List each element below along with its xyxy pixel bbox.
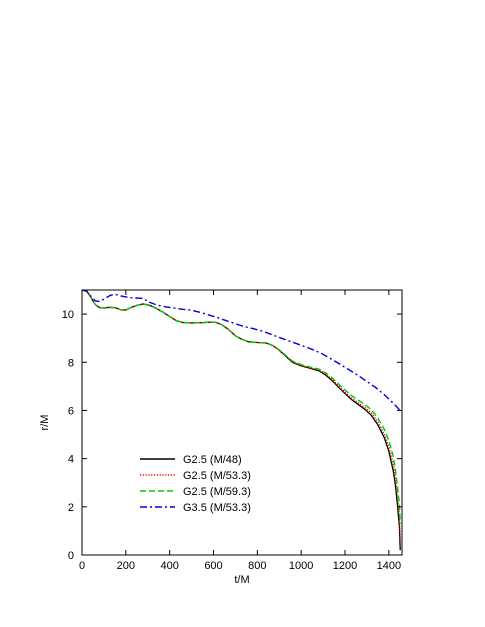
series-line-3 — [82, 290, 401, 524]
x-tick-label: 0 — [79, 560, 85, 572]
x-tick-label: 1400 — [377, 560, 401, 572]
y-axis-label: r/M — [39, 415, 51, 431]
series-layer — [82, 290, 401, 551]
x-tick-label: 1000 — [289, 560, 313, 572]
y-tick-label: 0 — [68, 550, 74, 562]
y-tick-label: 8 — [68, 357, 74, 369]
x-tick-label: 200 — [117, 560, 135, 572]
legend: G2.5 (M/48) G2.5 (M/53.3) G2.5 (M/59.3) G3.… — [140, 454, 251, 514]
plot-frame — [81, 289, 403, 556]
y-tick-label: 10 — [62, 309, 74, 321]
x-tick-label: 400 — [160, 560, 178, 572]
y-tick-label: 2 — [68, 502, 74, 514]
x-axis-label: t/M — [234, 574, 249, 586]
legend-label-2: G2.5 (M/53.3) — [183, 470, 251, 482]
x-tick-label: 800 — [248, 560, 266, 572]
x-tick-label: 600 — [204, 560, 222, 572]
y-tick-label: 4 — [68, 454, 74, 466]
legend-label-1: G2.5 (M/48) — [183, 454, 242, 466]
y-tick-label: 6 — [68, 405, 74, 417]
legend-label-3: G2.5 (M/59.3) — [183, 486, 251, 498]
legend-label-4: G3.5 (M/53.3) — [183, 502, 251, 514]
ticks-layer: 0 200 400 600 800 1000 1200 1400 0 2 4 6 8 10 — [62, 290, 402, 572]
x-tick-label: 1200 — [333, 560, 357, 572]
series-line-4 — [82, 290, 401, 411]
